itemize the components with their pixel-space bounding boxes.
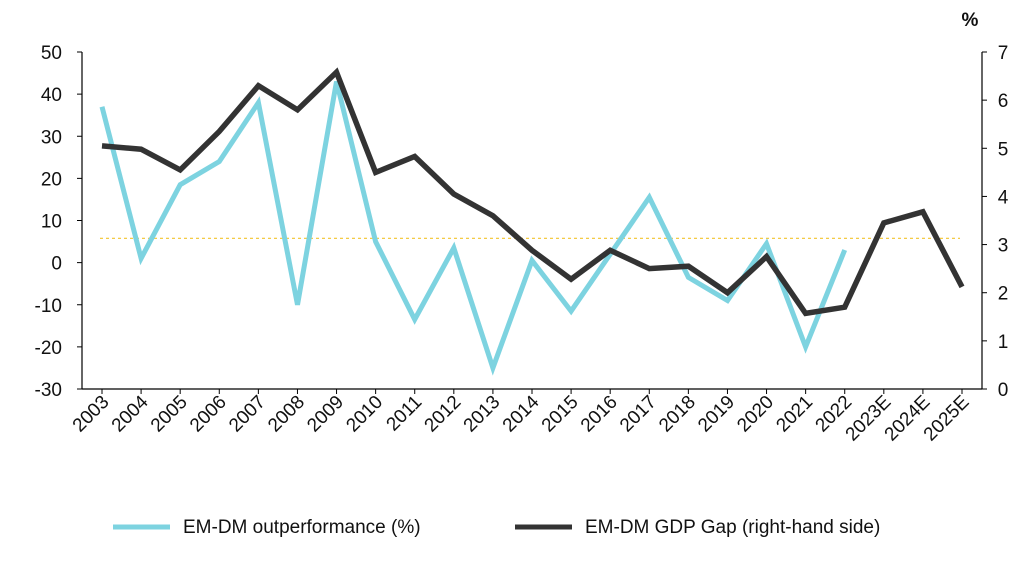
- series-layer: [99, 67, 965, 376]
- left-axis-tick-label: 10: [41, 212, 62, 233]
- x-axis-tick-label: 2003: [69, 392, 114, 437]
- x-axis-tick-label: 2006: [186, 392, 231, 437]
- x-axis-tick-label: 2025E: [920, 392, 974, 446]
- x-axis-tick-label: 2015: [538, 392, 583, 437]
- right-axis-tick-label: 6: [998, 91, 1009, 112]
- left-axis-tick-label: -30: [35, 380, 62, 401]
- x-axis-tick-label: 2010: [342, 392, 387, 437]
- x-axis-tick-label: 2012: [421, 392, 466, 437]
- x-axis-tick-label: 2005: [147, 392, 192, 437]
- right-axis-tick-label: 1: [998, 332, 1009, 353]
- x-axis-tick-label: 2008: [264, 392, 309, 437]
- axes: [77, 51, 987, 394]
- right-axis-tick-label: 0: [998, 380, 1009, 401]
- legend-label-gdp-gap: EM-DM GDP Gap (right-hand side): [585, 517, 880, 538]
- x-axis-tick-label: 2017: [616, 392, 661, 437]
- x-axis-tick-label: 2009: [303, 392, 348, 437]
- right-axis-tick-label: 5: [998, 139, 1009, 160]
- right-axis-tick-label: 7: [998, 43, 1009, 64]
- x-axis-tick-label: 2016: [577, 392, 622, 437]
- legend: EM-DM outperformance (%) EM-DM GDP Gap (…: [113, 517, 880, 538]
- x-axis-tick-label: 2018: [655, 392, 700, 437]
- legend-label-outperformance: EM-DM outperformance (%): [183, 517, 421, 538]
- right-axis-tick-label: 2: [998, 284, 1009, 305]
- x-axis-tick-label: 2014: [499, 391, 544, 436]
- left-axis-tick-label: 50: [41, 43, 62, 64]
- left-axis-tick-label: 30: [41, 127, 62, 148]
- series-line-gdp-gap: [101, 67, 965, 317]
- right-axis-tick-label: 3: [998, 236, 1009, 257]
- left-axis-tick-label: 40: [41, 85, 62, 106]
- left-axis-tick-label: -20: [35, 338, 62, 359]
- x-axis-tick-label: 2013: [460, 392, 505, 437]
- x-axis-tick-label: 2021: [772, 392, 817, 437]
- left-axis-tick-label: 20: [41, 169, 62, 190]
- series-line-outperformance: [99, 80, 848, 376]
- right-axis-tick-label: 4: [998, 187, 1009, 208]
- right-axis-unit-label: %: [962, 10, 979, 31]
- x-axis-tick-label: 2004: [108, 391, 153, 436]
- left-axis-tick-label: -10: [35, 296, 62, 317]
- x-axis-tick-label: 2011: [383, 392, 427, 436]
- x-axis-tick-label: 2007: [225, 392, 270, 437]
- left-axis-tick-label: 0: [51, 254, 62, 275]
- x-axis-tick-label: 2019: [694, 392, 739, 437]
- x-axis-tick-label: 2020: [733, 392, 778, 437]
